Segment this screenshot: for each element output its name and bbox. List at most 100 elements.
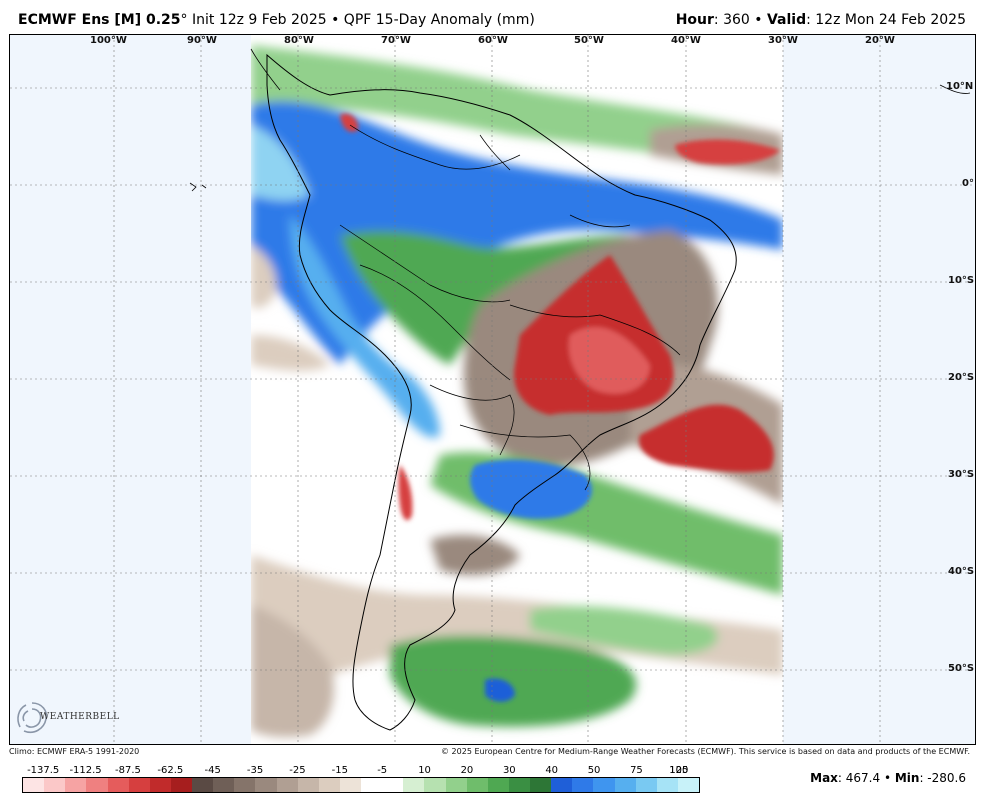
lat-label-0: 0°	[962, 178, 974, 189]
shade-pampas-brown	[430, 535, 520, 575]
colorbar-segment	[593, 778, 615, 792]
graticule	[10, 35, 975, 744]
colorbar-segment	[297, 778, 319, 792]
valid-time: Hour: 360 • Valid: 12z Mon 24 Feb 2025	[676, 12, 966, 28]
colorbar-tick-label: 75	[630, 765, 643, 776]
logo-text: WEATHERBELL	[40, 712, 120, 722]
colorbar-segment	[23, 778, 45, 792]
shade-southwest-tan	[251, 605, 334, 738]
colorbar-tick-label: -87.5	[115, 765, 141, 776]
lon-label-20w: 20°W	[865, 35, 895, 46]
init-info: Init 12z 9 Feb 2025 • QPF 15-Day Anomaly…	[187, 12, 535, 28]
colorbar-segment	[677, 778, 699, 792]
lon-label-60w: 60°W	[478, 35, 508, 46]
colorbar-segment	[128, 778, 150, 792]
colorbar-segment	[445, 778, 467, 792]
lon-label-90w: 90°W	[187, 35, 217, 46]
lon-label-50w: 50°W	[574, 35, 604, 46]
colorbar-segment	[107, 778, 129, 792]
model-name: ECMWF Ens [M] 0.25	[18, 12, 181, 28]
lon-label-80w: 80°W	[284, 35, 314, 46]
colorbar-tick-label: -5	[377, 765, 388, 776]
climo-note: Climo: ECMWF ERA-5 1991-2020	[9, 747, 140, 756]
shade-light-blue-west	[251, 125, 310, 201]
shade-andes-blue	[290, 215, 440, 438]
shade-west-tan-2	[251, 335, 330, 371]
colorbar-segment	[65, 778, 87, 792]
hour-value: : 360 •	[713, 12, 767, 28]
colorbar-tick-label: -15	[331, 765, 348, 776]
max-value: : 467.4 •	[837, 771, 895, 785]
colorbar-tick-label: 50	[587, 765, 601, 776]
colorbar-segment	[361, 778, 383, 792]
colorbar-segment	[572, 778, 594, 792]
colorbar-tick-label: 100	[669, 765, 689, 776]
colorbar-segment	[192, 778, 214, 792]
colorbar-segment	[530, 778, 552, 792]
lat-label-30s: 30°S	[948, 469, 975, 480]
colorbar-segment	[487, 778, 509, 792]
map-header: ECMWF Ens [M] 0.25° Init 12z 9 Feb 2025 …	[0, 0, 984, 34]
colorbar-tick-label: -35	[246, 765, 264, 776]
shade-west-tan	[251, 245, 277, 308]
africa-coast	[939, 84, 971, 94]
south-america-coastline	[266, 53, 737, 731]
shade-patagonia-green	[390, 635, 637, 727]
colorbar-segment	[86, 778, 108, 792]
colorbar-segment	[318, 778, 340, 792]
colorbar-segment	[656, 778, 678, 792]
colorbar-segment	[382, 778, 404, 792]
shade-south-atlantic-green	[530, 605, 718, 655]
lat-label-10n: 10°N	[946, 81, 974, 92]
colorbar-tick-label: -137.5	[27, 765, 60, 776]
weatherbell-logo: WEATHERBELL	[12, 697, 119, 741]
degree-symbol: °	[180, 12, 188, 28]
colorbar-segment	[44, 778, 66, 792]
colorbar-segment	[614, 778, 636, 792]
colorbar-tick-label: -45	[204, 765, 221, 776]
colorbar-tick-label: -62.5	[157, 765, 184, 776]
shade-uruguay-blue	[470, 459, 592, 519]
colorbar-segment	[635, 778, 657, 792]
colorbar-tick-label: 20	[460, 765, 474, 776]
colorbar-tick-label: 10	[418, 765, 431, 776]
colorbar-segment	[424, 778, 446, 792]
lon-label-30w: 30°W	[768, 35, 798, 46]
lon-label-100w: 100°W	[90, 35, 127, 46]
max-min-stats: Max: 467.4 • Min: -280.6	[810, 771, 966, 785]
colorbar-segment	[276, 778, 298, 792]
colorbar-segment	[255, 778, 277, 792]
colorbar-tick-label: 30	[502, 765, 516, 776]
colorbar-segment	[170, 778, 192, 792]
lat-label-50s: 50°S	[948, 663, 975, 674]
central-america-coast	[250, 48, 281, 91]
colorbar-tick-label: -25	[289, 765, 306, 776]
colorbar-segment	[213, 778, 235, 792]
lon-label-40w: 40°W	[671, 35, 701, 46]
lon-label-70w: 70°W	[381, 35, 411, 46]
colorbar-segment	[234, 778, 256, 792]
valid-label: Valid	[766, 12, 807, 28]
colorbar-segment	[466, 778, 488, 792]
colorbar-tick-label: 40	[545, 765, 559, 776]
swirl-logo-icon	[17, 702, 48, 734]
galapagos-islands	[189, 182, 207, 192]
shade-falklands-blue	[485, 678, 515, 702]
lat-label-10s: 10°S	[948, 275, 975, 286]
colorbar-segment	[149, 778, 171, 792]
colorbar-segment	[551, 778, 573, 792]
map-panel: 100°W 90°W 80°W 70°W 60°W 50°W 40°W 30°W…	[9, 34, 976, 745]
max-label: Max	[810, 771, 838, 785]
shade-atlantic-red	[639, 404, 774, 473]
shade-brazil-red-inner	[568, 326, 650, 394]
valid-value: : 12z Mon 24 Feb 2025	[806, 12, 966, 28]
shade-chile-red	[398, 465, 413, 521]
colorbar-segment	[403, 778, 425, 792]
colorbar-segment	[339, 778, 361, 792]
colorbar-tick-label: -112.5	[69, 765, 102, 776]
country-borders	[339, 124, 681, 491]
copyright-note: © 2025 European Centre for Medium-Range …	[441, 747, 970, 756]
colorbar-segment	[508, 778, 530, 792]
lat-label-20s: 20°S	[948, 372, 975, 383]
colorbar	[22, 777, 700, 793]
